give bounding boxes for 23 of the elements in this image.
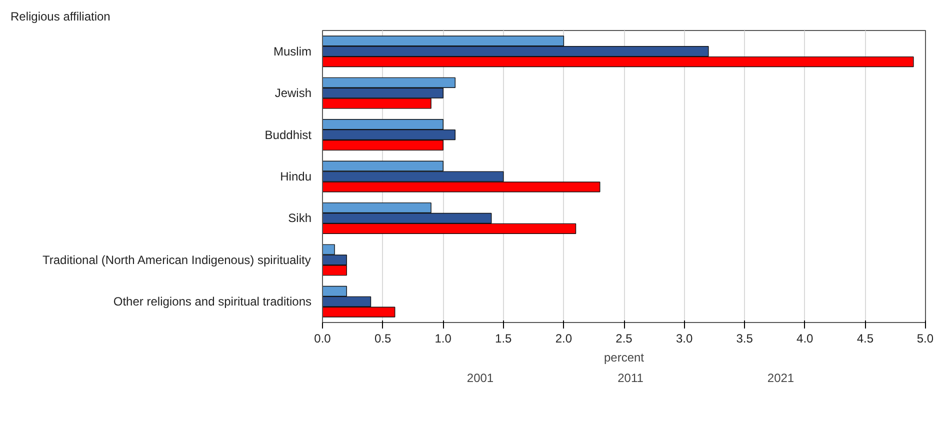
x-tick-label: 0.0 bbox=[314, 332, 332, 346]
text: 2001 bbox=[466, 371, 494, 385]
y-tick-label: Buddhist bbox=[264, 128, 312, 142]
x-tick-label: 4.5 bbox=[856, 332, 874, 346]
text: 2021 bbox=[767, 371, 794, 385]
x-tick-label: 1.0 bbox=[434, 332, 452, 346]
x-tick-label: 3.0 bbox=[676, 332, 693, 346]
x-tick-label: 1.5 bbox=[495, 332, 512, 346]
x-tick-label: 3.5 bbox=[736, 332, 754, 346]
x-tick-label: 4.0 bbox=[796, 332, 814, 346]
y-tick-label: Muslim bbox=[274, 44, 312, 58]
y-tick-label: Hindu bbox=[280, 170, 312, 184]
y-tick-label: Jewish bbox=[274, 86, 312, 100]
text: Religious affiliation bbox=[10, 10, 110, 24]
y-tick-label: Sikh bbox=[288, 211, 312, 226]
x-tick-label: 2.5 bbox=[616, 332, 633, 346]
x-tick-label: 0.5 bbox=[374, 332, 392, 346]
y-tick-label: Traditional (North American Indigenous) spirituality bbox=[42, 252, 311, 267]
x-tick-label: 2.0 bbox=[555, 332, 572, 346]
x-tick-label: 5.0 bbox=[916, 332, 934, 346]
x-axis-title: percent bbox=[604, 350, 645, 364]
text: 2011 bbox=[618, 371, 644, 385]
y-tick-label: Other religions and spiritual traditions bbox=[113, 294, 312, 309]
